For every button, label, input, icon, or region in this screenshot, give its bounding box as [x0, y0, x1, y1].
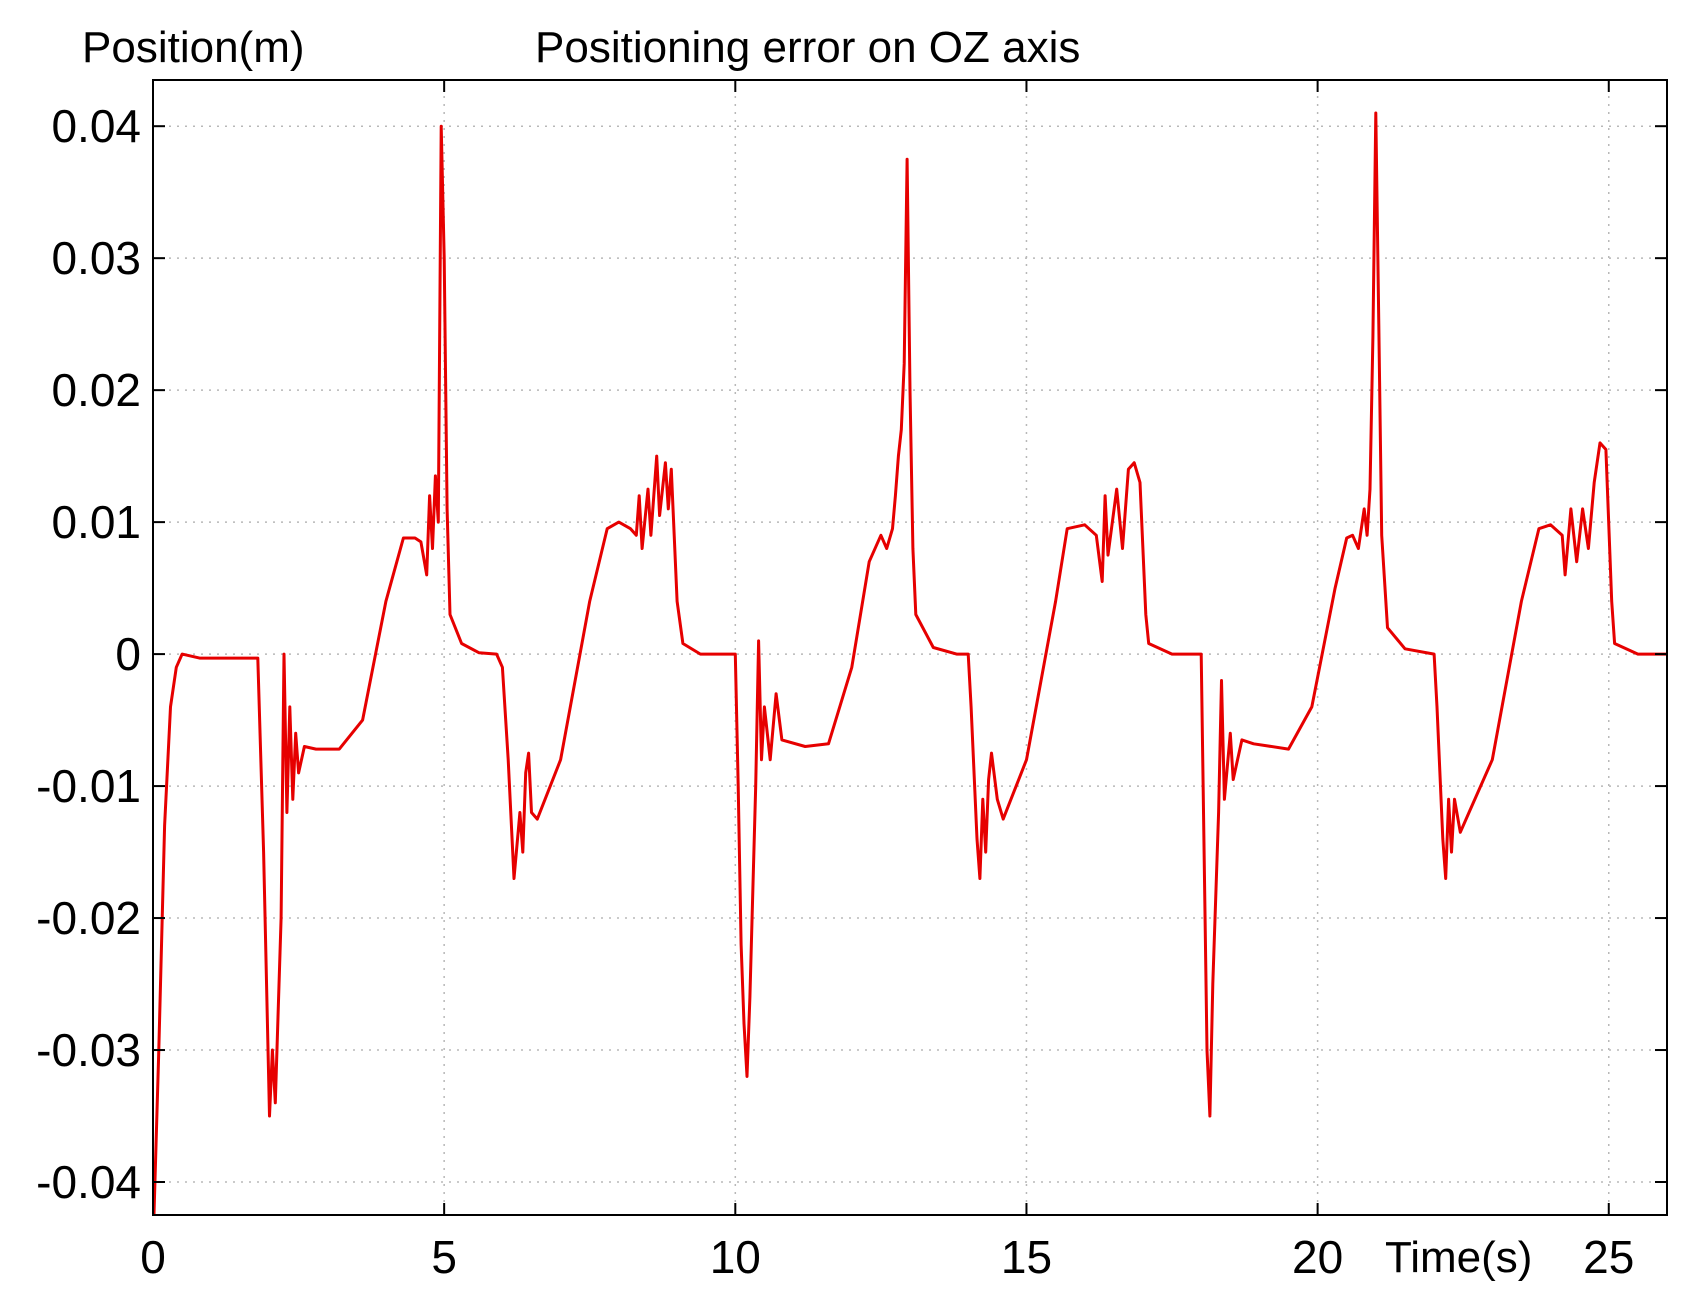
y-tick-label: -0.03: [36, 1024, 141, 1076]
chart-title: Positioning error on OZ axis: [535, 23, 1080, 72]
grid-lines: [153, 80, 1667, 1215]
x-axis-label: Time(s): [1385, 1233, 1532, 1282]
x-tick-label: 5: [431, 1231, 457, 1283]
y-axis-label: Position(m): [82, 23, 305, 72]
x-tick-labels: 0 5 10 15 20 25: [140, 1231, 1634, 1283]
axis-ticks: [152, 80, 1667, 1215]
x-tick-label: 10: [710, 1231, 761, 1283]
y-tick-labels: 0.04 0.03 0.02 0.01 0 -0.01 -0.02 -0.03 -0.04: [36, 100, 141, 1208]
x-tick-label: 20: [1292, 1231, 1343, 1283]
y-tick-label: 0: [115, 628, 141, 680]
plot-area: [153, 111, 1667, 1215]
y-tick-label: 0.02: [51, 364, 141, 416]
y-tick-label: 0.03: [51, 232, 141, 284]
x-tick-label: 15: [1001, 1231, 1052, 1283]
plot-frame: [152, 79, 1668, 1216]
x-tick-label: 25: [1583, 1231, 1634, 1283]
y-tick-label: 0.04: [51, 100, 141, 152]
y-tick-label: 0.01: [51, 496, 141, 548]
y-tick-label: -0.02: [36, 892, 141, 944]
x-tick-label: 0: [140, 1231, 166, 1283]
y-tick-label: -0.01: [36, 760, 141, 812]
series-line-position-error: [153, 111, 1667, 1215]
y-tick-label: -0.04: [36, 1156, 141, 1208]
